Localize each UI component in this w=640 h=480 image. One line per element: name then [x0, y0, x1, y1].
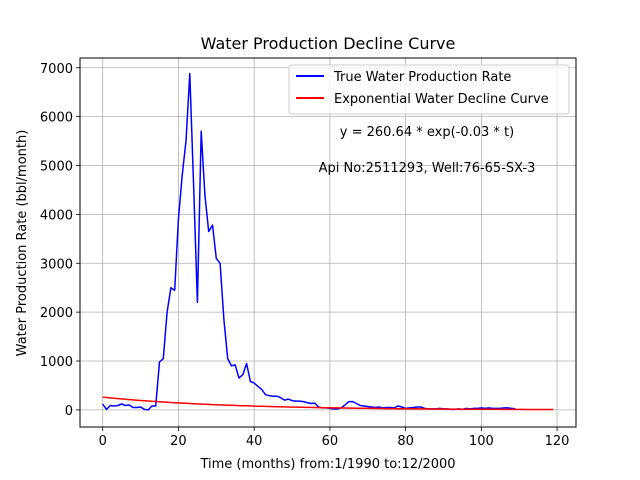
- legend: True Water Production Rate Exponential W…: [288, 64, 570, 115]
- x-tick-label: 60: [322, 434, 339, 449]
- plot-series: [102, 72, 554, 411]
- y-tick-label: 1000: [40, 355, 73, 370]
- legend-box: [288, 64, 570, 115]
- series-line-exponential-water-decline-curve: [102, 396, 554, 411]
- plot-frame: [79, 57, 577, 428]
- equation-annotation: y = 260.64 * exp(-0.03 * t): [340, 125, 514, 140]
- legend-label-true-rate: True Water Production Rate: [333, 70, 511, 85]
- y-tick-label: 6000: [40, 111, 73, 126]
- x-tick-label: 20: [170, 434, 187, 449]
- legend-label-exponential-curve: Exponential Water Decline Curve: [334, 92, 549, 107]
- y-tick-label: 7000: [40, 62, 73, 77]
- well-annotation: Api No:2511293, Well:76-65-SX-3: [319, 161, 536, 176]
- x-tick-label: 80: [397, 434, 414, 449]
- axis-ticks: 0 20 40 60 80 100 120 0 1000 2000 3000 4000 5000 6000…: [40, 62, 570, 449]
- x-tick-label: 0: [99, 434, 107, 449]
- y-tick-label: 2000: [40, 306, 73, 321]
- x-axis-label: Time (months) from:1/1990 to:12/2000: [199, 457, 455, 472]
- x-tick-label: 120: [545, 434, 570, 449]
- y-tick-label: 0: [65, 404, 73, 419]
- y-axis-label: Water Production Rate (bbl/month): [15, 130, 30, 357]
- y-tick-label: 3000: [40, 257, 73, 272]
- chart-title: Water Production Decline Curve: [201, 34, 456, 53]
- y-tick-label: 5000: [40, 160, 73, 175]
- x-tick-label: 100: [469, 434, 494, 449]
- x-tick-label: 40: [246, 434, 263, 449]
- y-tick-label: 4000: [40, 208, 73, 223]
